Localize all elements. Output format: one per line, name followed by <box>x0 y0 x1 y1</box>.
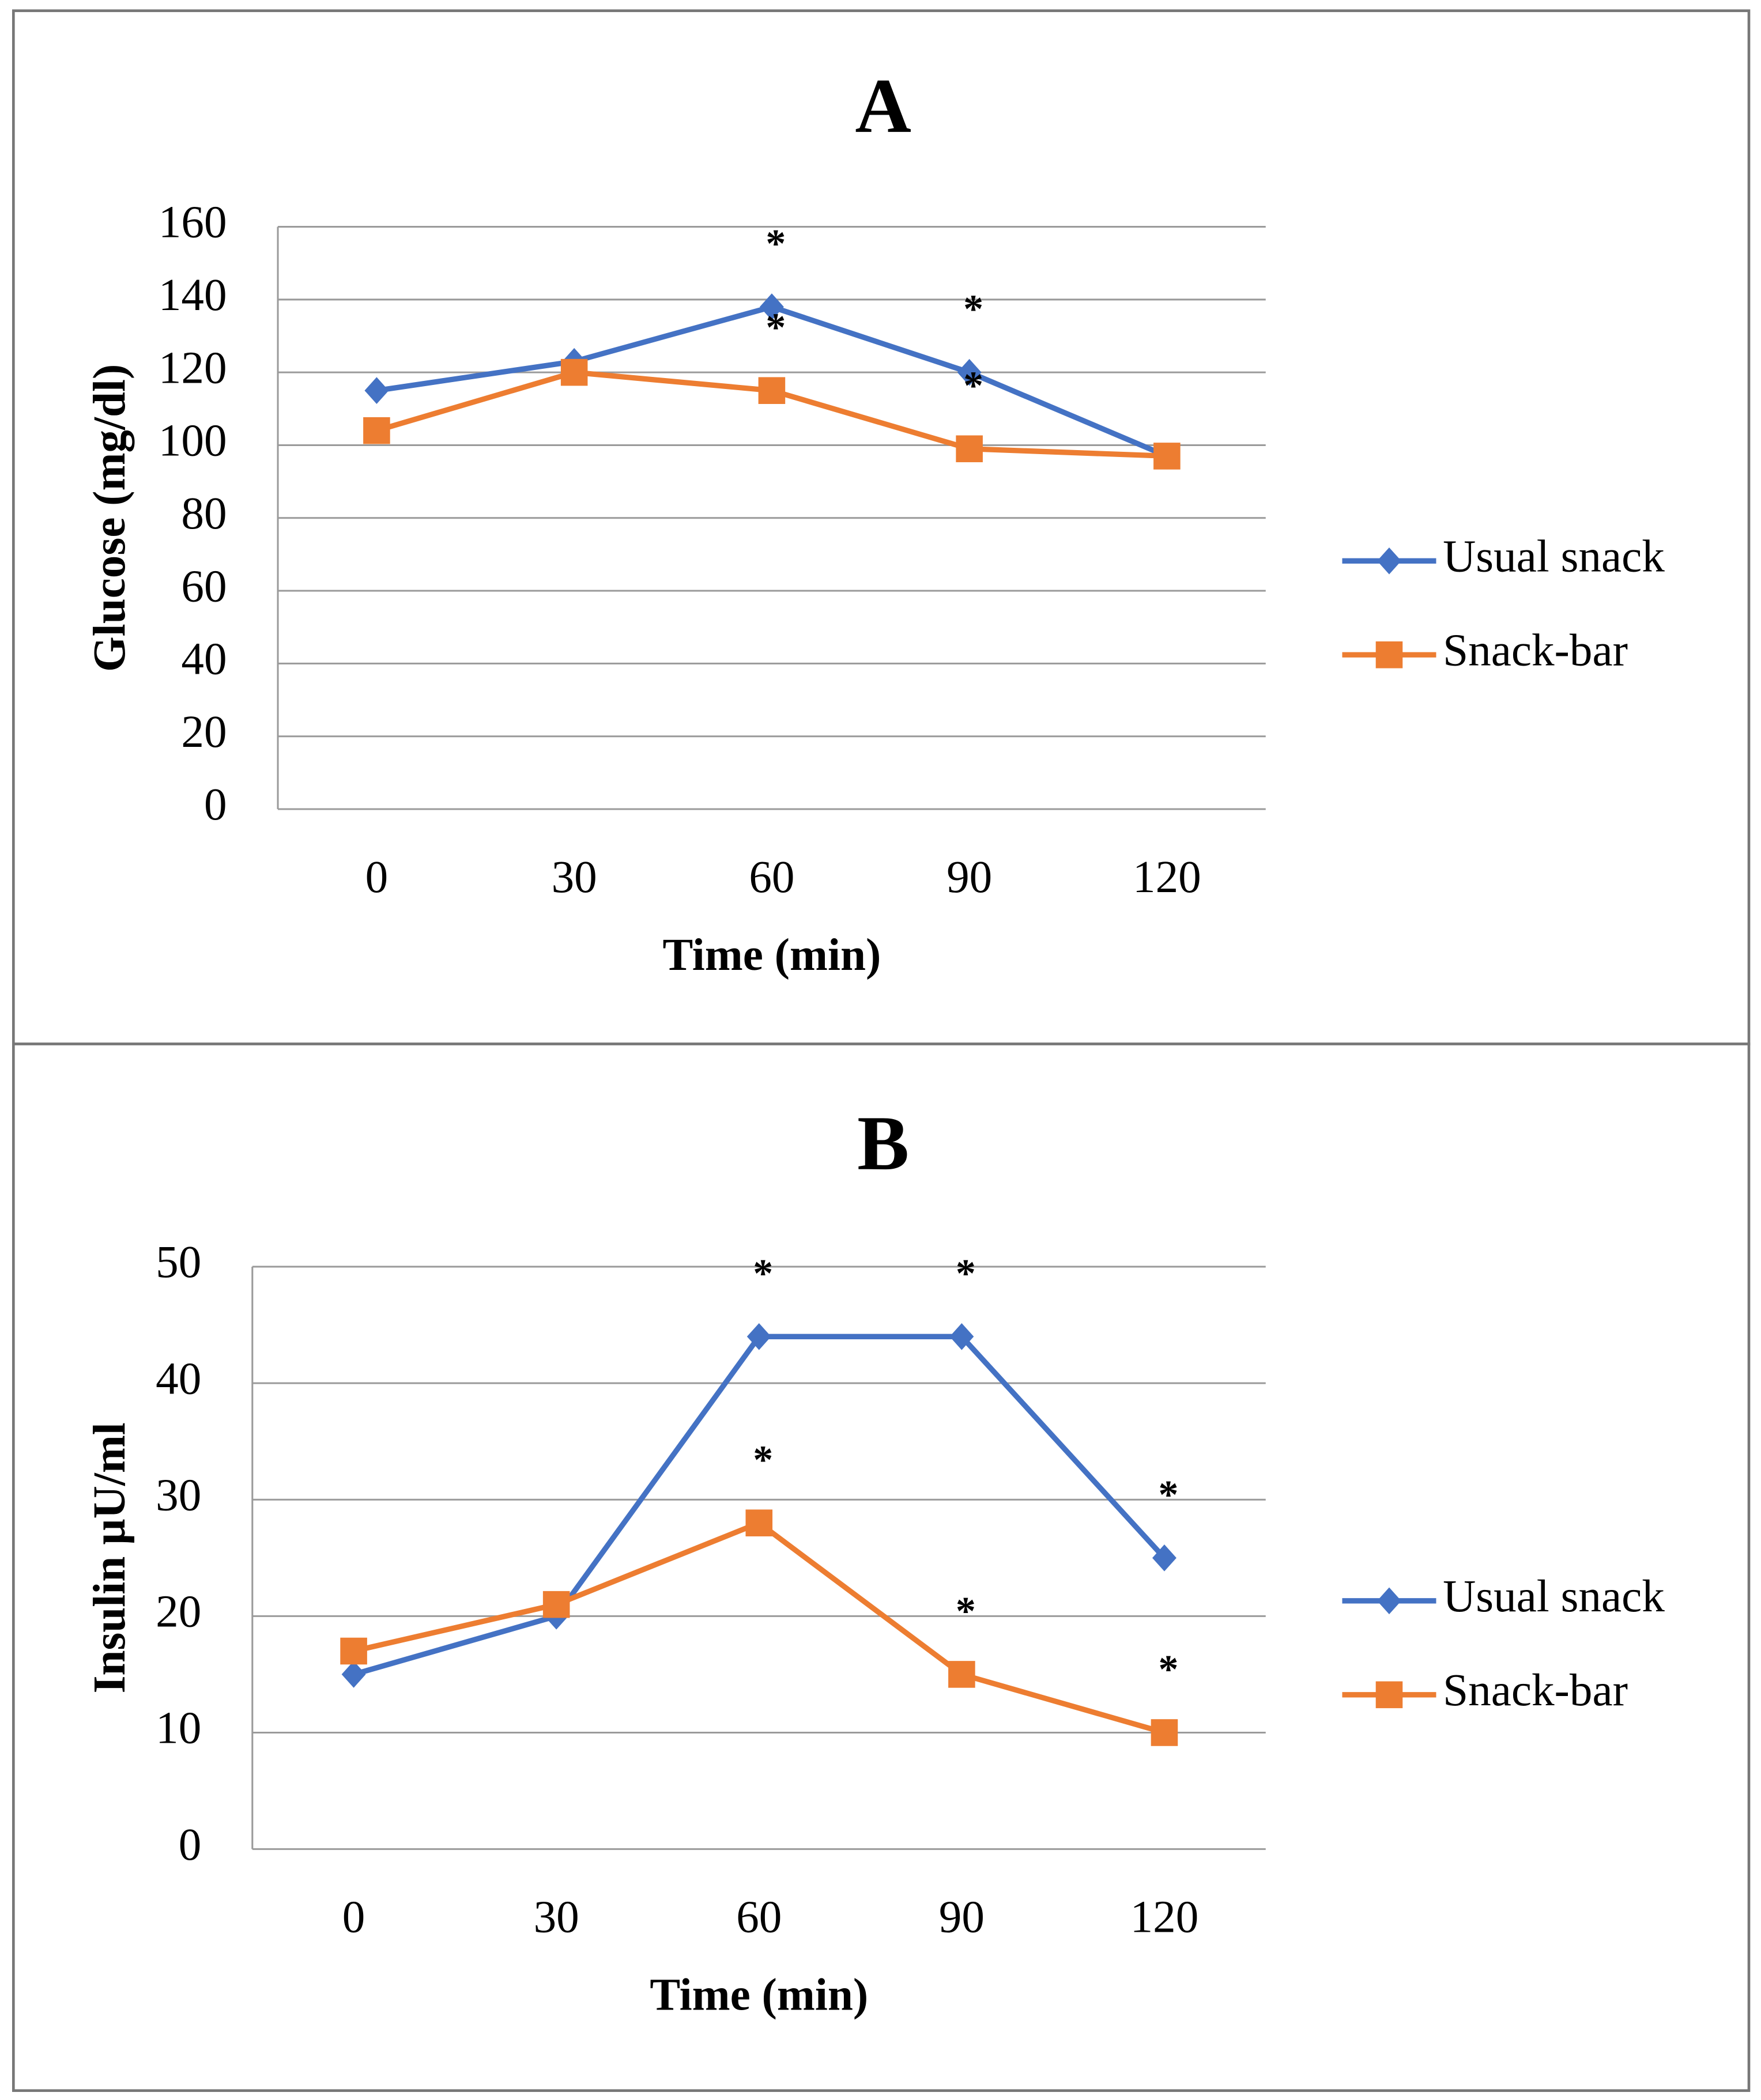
y-tick-label: 10 <box>156 1703 201 1754</box>
legend-label: Usual snack <box>1443 1571 1665 1622</box>
y-tick-label: 20 <box>181 707 227 757</box>
annotation: * <box>1158 1648 1178 1692</box>
annotation: * <box>766 222 786 266</box>
x-axis-title: Time (min) <box>650 1970 868 2020</box>
y-tick-label: 30 <box>156 1470 201 1520</box>
x-tick-label: 0 <box>342 1891 365 1942</box>
legend-marker <box>1375 1681 1403 1709</box>
y-tick-label: 40 <box>156 1353 201 1404</box>
chart-title: A <box>855 63 911 149</box>
y-tick-label: 80 <box>181 488 227 539</box>
marker <box>1153 443 1181 470</box>
panel-frame <box>12 9 1751 1045</box>
panel-frame <box>12 1043 1751 2093</box>
annotation: * <box>1158 1473 1178 1517</box>
y-tick-label: 100 <box>159 416 227 466</box>
x-tick-label: 30 <box>552 852 597 902</box>
x-tick-label: 90 <box>947 852 992 902</box>
x-tick-label: 60 <box>736 1891 782 1942</box>
y-tick-label: 20 <box>156 1587 201 1637</box>
marker <box>745 1509 773 1536</box>
x-tick-label: 30 <box>534 1891 579 1942</box>
x-axis-title: Time (min) <box>662 930 881 980</box>
marker <box>759 293 784 320</box>
marker <box>560 358 588 386</box>
x-tick-label: 120 <box>1130 1891 1199 1942</box>
legend-label: Snack-bar <box>1443 1665 1628 1716</box>
annotation: * <box>753 1252 773 1296</box>
legend-marker <box>1375 641 1403 668</box>
annotation: * <box>956 1589 976 1634</box>
marker <box>956 435 983 463</box>
marker <box>758 377 786 405</box>
y-axis-title: Glucose (mg/dl) <box>84 364 135 672</box>
y-tick-label: 160 <box>159 197 227 248</box>
marker <box>363 417 390 444</box>
chart-title: B <box>857 1101 909 1187</box>
legend-label: Snack-bar <box>1443 625 1628 675</box>
marker <box>1151 1719 1178 1746</box>
marker <box>542 1591 570 1618</box>
y-axis-title: Insulin µU/ml <box>84 1422 135 1693</box>
legend-marker <box>1377 1587 1401 1615</box>
x-tick-label: 0 <box>365 852 389 902</box>
y-tick-label: 40 <box>181 634 227 685</box>
x-tick-label: 120 <box>1133 852 1201 902</box>
annotation: * <box>963 364 983 408</box>
annotation: * <box>766 305 786 350</box>
y-tick-label: 120 <box>159 342 227 393</box>
x-tick-label: 60 <box>749 852 794 902</box>
legend-marker <box>1377 547 1401 575</box>
y-tick-label: 50 <box>156 1237 201 1287</box>
x-tick-label: 90 <box>939 1891 985 1942</box>
y-tick-label: 140 <box>159 270 227 320</box>
marker <box>948 1661 975 1688</box>
annotation: * <box>963 288 983 332</box>
marker <box>340 1637 367 1665</box>
y-tick-label: 0 <box>204 779 227 830</box>
annotation: * <box>753 1438 773 1482</box>
y-tick-label: 60 <box>181 561 227 611</box>
legend-label: Usual snack <box>1443 531 1665 581</box>
annotation: * <box>956 1252 976 1296</box>
y-tick-label: 0 <box>179 1819 202 1870</box>
marker <box>957 358 982 386</box>
